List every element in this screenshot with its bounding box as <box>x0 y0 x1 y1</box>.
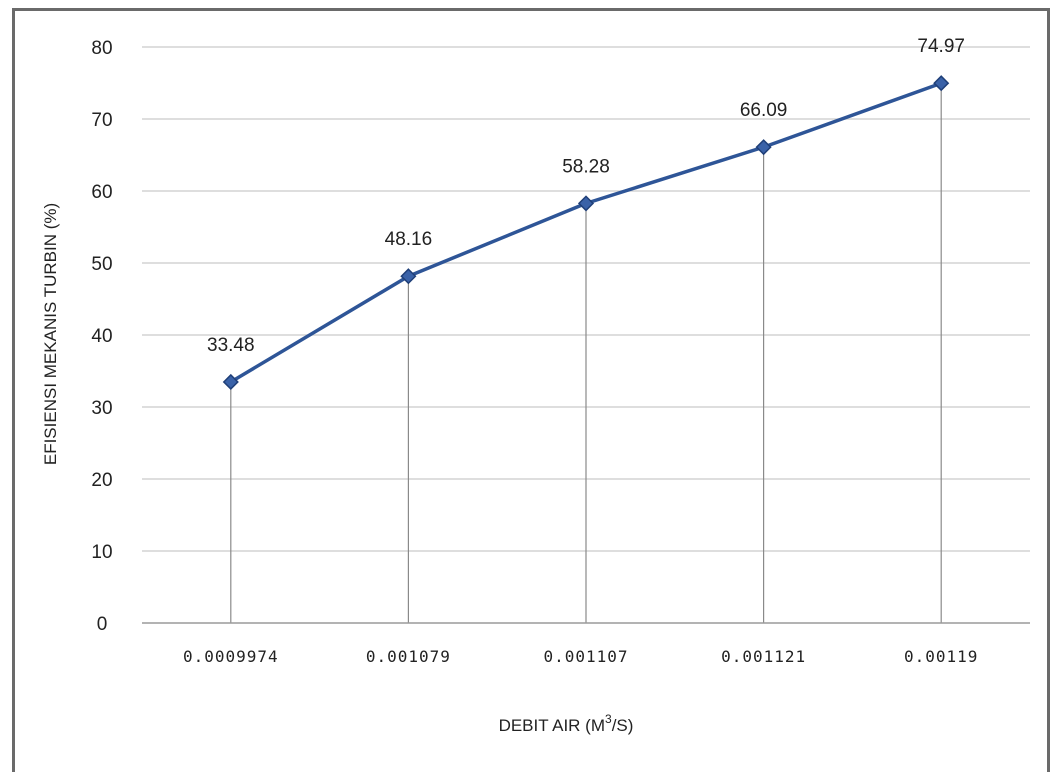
data-marker <box>222 373 239 391</box>
data-markers <box>222 75 950 391</box>
data-marker <box>755 139 772 156</box>
y-tick-label: 0 <box>97 614 108 635</box>
y-tick-label: 80 <box>91 38 112 59</box>
y-tick-label: 60 <box>91 182 112 203</box>
x-tick-label: 0.001107 <box>543 647 628 666</box>
data-label: 58.28 <box>562 156 610 177</box>
x-tick-labels: 0.0009974 0.001079 0.001107 0.001121 0.00119 <box>183 647 978 666</box>
x-tick-label: 0.001121 <box>721 647 806 666</box>
y-tick-label: 10 <box>91 542 112 563</box>
y-tick-label: 20 <box>91 470 112 491</box>
y-tick-label: 70 <box>91 110 112 131</box>
y-tick-label: 30 <box>91 398 112 419</box>
x-tick-label: 0.001079 <box>366 647 451 666</box>
data-label: 66.09 <box>740 100 788 121</box>
y-tick-label: 50 <box>91 254 112 275</box>
data-label: 48.16 <box>385 229 433 250</box>
y-tick-labels: 0 10 20 30 40 50 60 70 80 <box>91 38 112 635</box>
data-marker <box>577 195 595 212</box>
x-axis-title-suffix: /S) <box>612 716 634 735</box>
data-labels: 33.48 48.16 58.28 66.09 74.97 <box>207 36 965 356</box>
x-axis-title-main: DEBIT AIR (M <box>499 716 605 735</box>
drop-lines <box>230 83 942 623</box>
y-axis-title: EFISIENSI MEKANIS TURBIN (%) <box>41 203 60 465</box>
data-label: 74.97 <box>917 36 965 57</box>
y-tick-label: 40 <box>91 326 112 347</box>
x-axis-title-superscript: 3 <box>605 712 612 726</box>
x-tick-label: 0.00119 <box>904 647 978 666</box>
x-axis-title: DEBIT AIR (M3/S) <box>499 712 634 735</box>
data-marker <box>400 268 417 285</box>
data-label: 33.48 <box>207 335 255 356</box>
x-tick-label: 0.0009974 <box>183 647 279 666</box>
data-marker <box>933 75 950 92</box>
chart-frame <box>12 8 1050 772</box>
